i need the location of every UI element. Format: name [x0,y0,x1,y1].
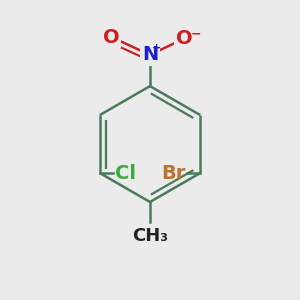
Text: N: N [142,45,158,64]
Text: Br: Br [161,164,185,182]
Text: Cl: Cl [115,164,136,182]
Text: −: − [191,28,201,40]
Text: +: + [152,44,161,53]
Text: CH₃: CH₃ [132,227,168,245]
Text: O: O [176,29,193,48]
Text: O: O [103,28,120,46]
